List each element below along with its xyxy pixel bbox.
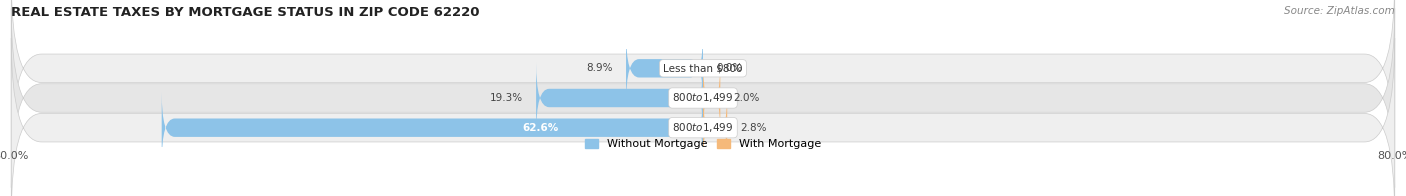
FancyBboxPatch shape (703, 63, 720, 133)
Text: 8.9%: 8.9% (586, 63, 613, 73)
Text: REAL ESTATE TAXES BY MORTGAGE STATUS IN ZIP CODE 62220: REAL ESTATE TAXES BY MORTGAGE STATUS IN … (11, 6, 479, 19)
FancyBboxPatch shape (11, 38, 1395, 196)
FancyBboxPatch shape (11, 8, 1395, 188)
Text: Source: ZipAtlas.com: Source: ZipAtlas.com (1284, 6, 1395, 16)
FancyBboxPatch shape (11, 0, 1395, 158)
Text: 0.0%: 0.0% (716, 63, 742, 73)
Text: 62.6%: 62.6% (523, 123, 558, 133)
Text: $800 to $1,499: $800 to $1,499 (672, 92, 734, 104)
Text: 19.3%: 19.3% (491, 93, 523, 103)
Text: 2.0%: 2.0% (734, 93, 759, 103)
FancyBboxPatch shape (536, 63, 703, 133)
FancyBboxPatch shape (626, 33, 703, 104)
Text: Less than $800: Less than $800 (664, 63, 742, 73)
Text: $800 to $1,499: $800 to $1,499 (672, 121, 734, 134)
Legend: Without Mortgage, With Mortgage: Without Mortgage, With Mortgage (585, 139, 821, 149)
FancyBboxPatch shape (162, 92, 703, 163)
FancyBboxPatch shape (703, 92, 727, 163)
Text: 2.8%: 2.8% (740, 123, 766, 133)
